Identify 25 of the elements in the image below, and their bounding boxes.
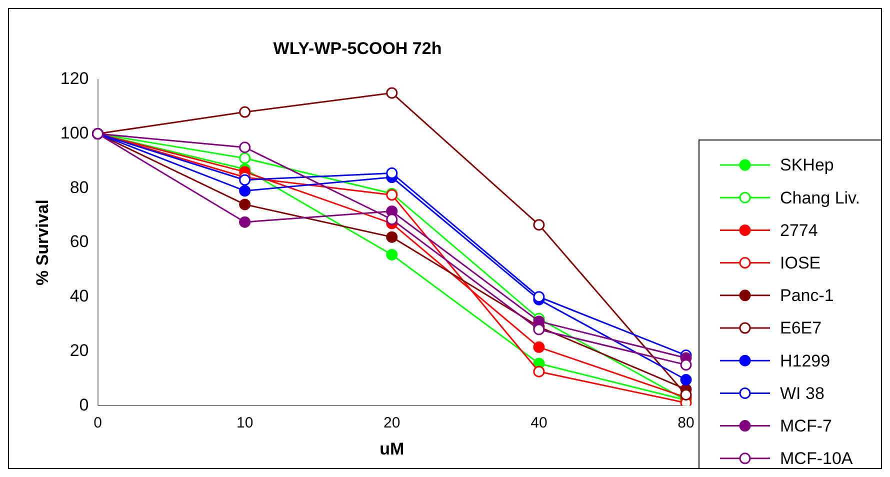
legend-label: MCF-7 [780, 416, 832, 436]
legend-label: Panc-1 [780, 286, 834, 306]
y-axis-title: % Survival [32, 200, 52, 286]
y-tick-label: 20 [70, 340, 89, 360]
y-tick-label: 60 [70, 232, 89, 252]
legend-label: Chang Liv. [780, 188, 860, 208]
y-tick-label: 80 [70, 178, 89, 197]
legend-label: WI 38 [780, 384, 824, 403]
legend-label: H1299 [780, 351, 830, 370]
x-tick-label: 10 [236, 414, 254, 432]
x-axis-title: uM [380, 439, 404, 458]
legend-label: 2774 [780, 220, 818, 240]
y-tick-label: 40 [70, 286, 89, 306]
legend-label: MCF-10A [780, 449, 854, 468]
x-tick-label: 0 [94, 414, 102, 432]
legend-label: E6E7 [780, 318, 822, 338]
x-tick-label: 40 [530, 414, 548, 432]
chart-title: WLY-WP-5COOH 72h [273, 38, 442, 58]
y-tick-label: 0 [79, 395, 89, 414]
x-tick-label: 80 [678, 414, 694, 432]
legend-label: IOSE [780, 253, 821, 272]
y-tick-label: 100 [60, 123, 89, 142]
x-tick-label: 20 [384, 414, 400, 432]
y-tick-label: 120 [60, 69, 89, 88]
legend-label: SKHep [780, 156, 834, 175]
